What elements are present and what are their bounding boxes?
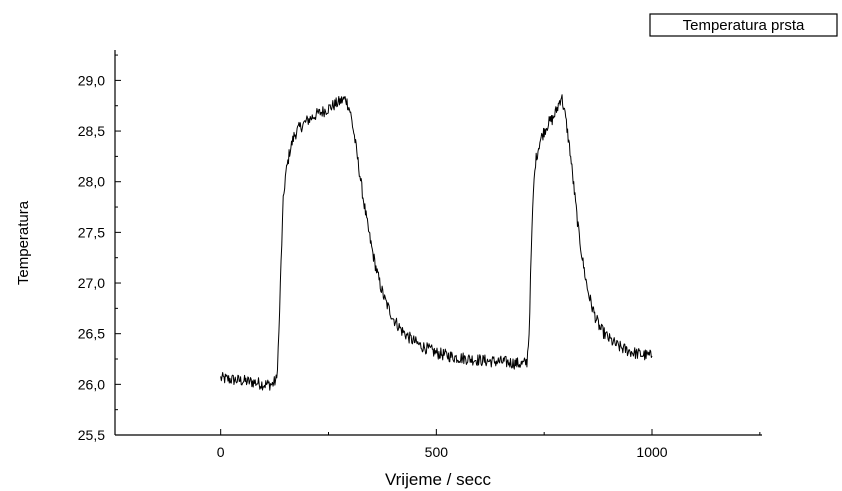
y-tick-label: 25,5 [78,427,105,443]
plot-area [220,94,653,391]
y-axis-title: Temperatura [15,200,32,285]
x-tick-label: 500 [425,444,449,460]
y-tick-label: 27,5 [78,224,105,240]
x-axis: 0 500 1000 [115,429,762,460]
y-tick-label: 27,0 [78,275,105,291]
y-tick-label: 28,5 [78,123,105,139]
x-axis-title: Vrijeme / secc [385,470,492,489]
y-axis: 25,5 26,0 26,5 27,0 27,5 28,0 28,5 29,0 [78,50,121,443]
y-tick-label: 26,0 [78,376,105,392]
y-tick-label: 26,5 [78,326,105,342]
legend-label: Temperatura prsta [683,17,805,34]
x-tick-label: 1000 [636,444,667,460]
y-tick-label: 29,0 [78,72,105,88]
series-line [220,94,653,391]
legend: Temperatura prsta [649,13,838,37]
y-tick-label: 28,0 [78,174,105,190]
x-tick-label: 0 [217,444,225,460]
legend-box [649,13,838,37]
